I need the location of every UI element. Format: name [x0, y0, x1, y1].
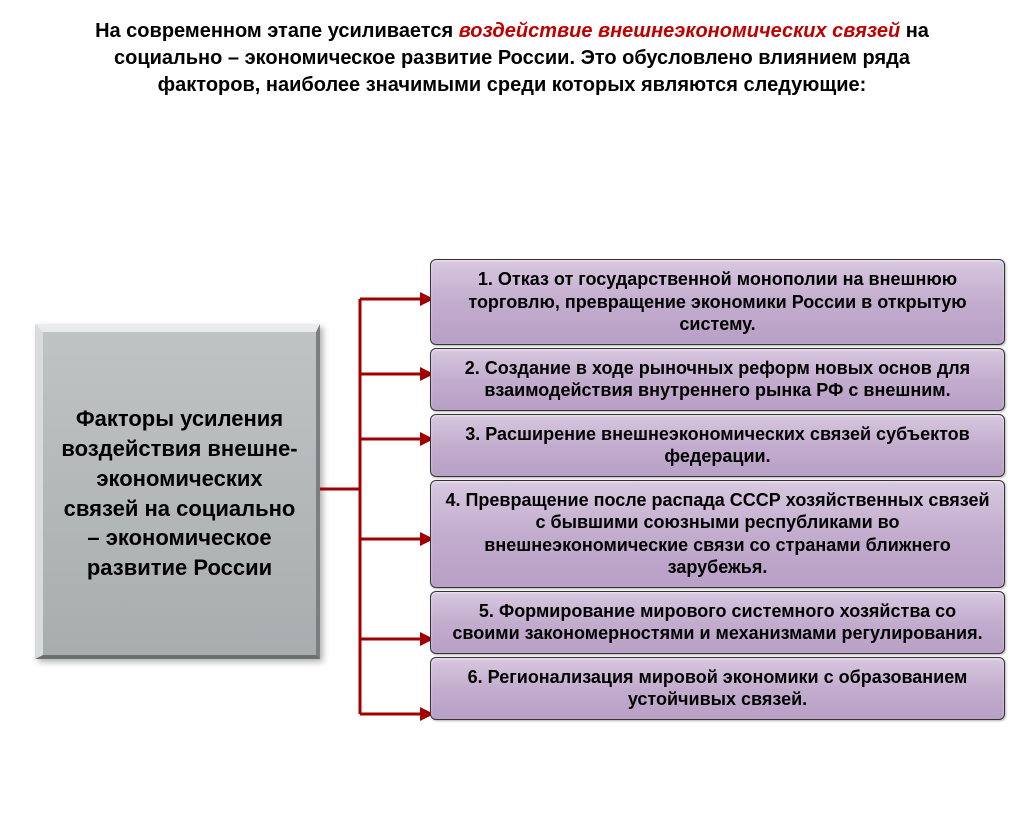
- target-text: 5. Формирование мирового системного хозя…: [452, 601, 982, 644]
- source-factor-box: Факторы усиления воздействия внешне-экон…: [35, 324, 320, 659]
- target-list: 1. Отказ от государственной монополии на…: [430, 259, 1005, 720]
- target-item-6: 6. Регионализация мировой экономики с об…: [430, 657, 1005, 720]
- title-part1: На современном этапе усиливается: [95, 20, 459, 42]
- target-text: 4. Превращение после распада СССР хозяйс…: [445, 490, 989, 578]
- page-title: На современном этапе усиливается воздейс…: [0, 0, 1024, 109]
- arrow-branch-6: [360, 707, 434, 721]
- target-item-1: 1. Отказ от государственной монополии на…: [430, 259, 1005, 345]
- arrow-branch-3: [360, 432, 434, 446]
- arrow-branch-5: [360, 632, 434, 646]
- target-item-3: 3. Расширение внешнеэкономических связей…: [430, 414, 1005, 477]
- title-highlight: воздействие внешнеэкономических связей: [459, 20, 900, 42]
- target-item-2: 2. Создание в ходе рыночных реформ новых…: [430, 348, 1005, 411]
- arrow-branch-1: [360, 292, 434, 306]
- arrow-connectors: [320, 259, 440, 839]
- source-text: Факторы усиления воздействия внешне-экон…: [58, 404, 301, 582]
- diagram-container: Факторы усиления воздействия внешне-экон…: [0, 109, 1024, 709]
- target-text: 3. Расширение внешнеэкономических связей…: [465, 424, 970, 467]
- arrow-branch-2: [360, 367, 434, 381]
- target-text: 2. Создание в ходе рыночных реформ новых…: [465, 358, 970, 401]
- target-text: 6. Регионализация мировой экономики с об…: [468, 667, 968, 710]
- target-item-5: 5. Формирование мирового системного хозя…: [430, 591, 1005, 654]
- arrow-branch-4: [360, 532, 434, 546]
- target-text: 1. Отказ от государственной монополии на…: [468, 269, 966, 334]
- target-item-4: 4. Превращение после распада СССР хозяйс…: [430, 480, 1005, 588]
